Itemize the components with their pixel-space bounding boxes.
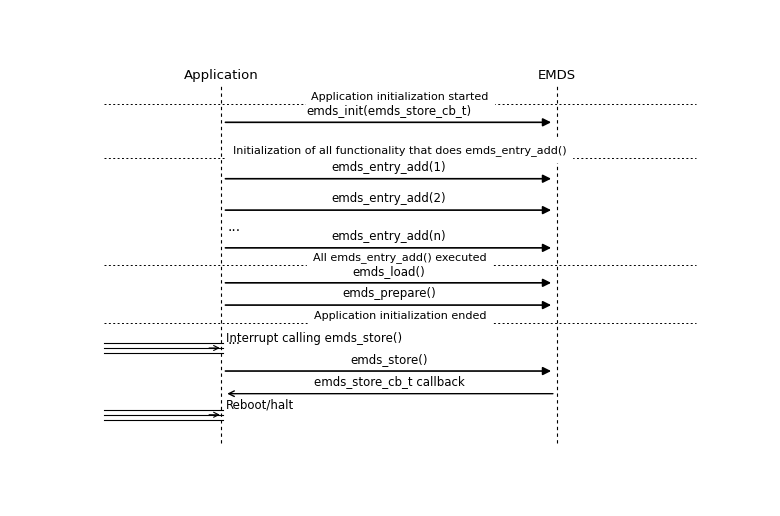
Text: Application initialization started: Application initialization started bbox=[311, 92, 488, 102]
Text: emds_init(emds_store_cb_t): emds_init(emds_store_cb_t) bbox=[307, 104, 472, 117]
Text: emds_prepare(): emds_prepare() bbox=[342, 287, 436, 300]
Text: Application initialization ended: Application initialization ended bbox=[314, 311, 486, 321]
Text: ...: ... bbox=[228, 333, 240, 347]
Text: emds_entry_add(1): emds_entry_add(1) bbox=[332, 160, 446, 173]
Text: ...: ... bbox=[228, 220, 240, 234]
Text: emds_load(): emds_load() bbox=[353, 265, 426, 278]
Text: Reboot/halt: Reboot/halt bbox=[226, 398, 295, 412]
Text: emds_store(): emds_store() bbox=[350, 353, 428, 366]
Text: Initialization of all functionality that does emds_entry_add(): Initialization of all functionality that… bbox=[233, 145, 566, 156]
Text: Application: Application bbox=[184, 69, 259, 83]
Text: All emds_entry_add() executed: All emds_entry_add() executed bbox=[313, 252, 487, 263]
Text: EMDS: EMDS bbox=[538, 69, 576, 83]
Text: Interrupt calling emds_store(): Interrupt calling emds_store() bbox=[226, 332, 402, 345]
Text: emds_entry_add(n): emds_entry_add(n) bbox=[332, 230, 446, 243]
Text: emds_entry_add(2): emds_entry_add(2) bbox=[332, 192, 446, 205]
Text: emds_store_cb_t callback: emds_store_cb_t callback bbox=[314, 376, 465, 389]
